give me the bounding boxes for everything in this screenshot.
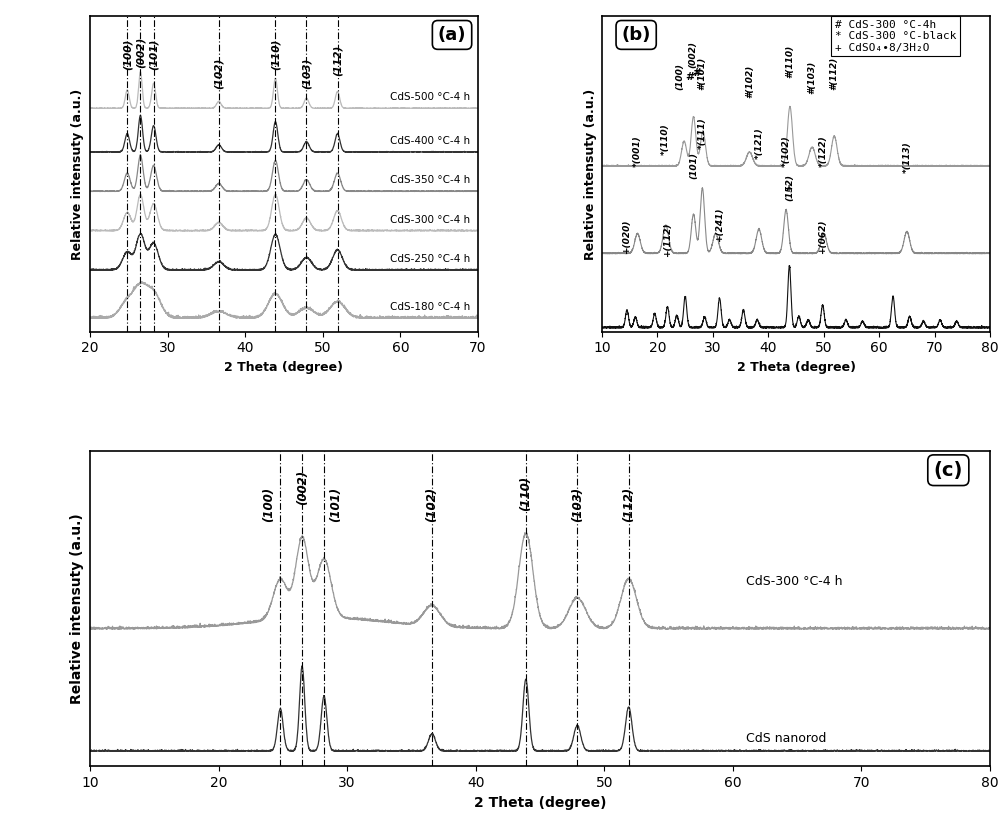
Text: (002): (002) (296, 470, 309, 505)
Text: (b): (b) (621, 26, 651, 44)
Text: (112): (112) (622, 487, 635, 522)
Text: (110): (110) (519, 476, 532, 511)
Text: (103): (103) (301, 58, 311, 88)
Text: (112): (112) (332, 45, 342, 77)
Y-axis label: Relative intensuty (a.u.): Relative intensuty (a.u.) (70, 513, 84, 705)
Text: (002): (002) (688, 41, 697, 68)
X-axis label: 2 Theta (degree): 2 Theta (degree) (737, 361, 856, 374)
Text: CdS nanorod: CdS nanorod (746, 732, 826, 745)
Text: CdS-300 °C-4 h: CdS-300 °C-4 h (746, 575, 842, 588)
Text: (100): (100) (262, 487, 275, 522)
Text: CdS-400 °C-4 h: CdS-400 °C-4 h (390, 136, 470, 146)
Text: (103): (103) (571, 487, 584, 522)
Text: *(113): *(113) (902, 142, 911, 173)
Text: (102): (102) (426, 487, 438, 522)
Text: (100): (100) (122, 39, 132, 70)
Text: #(112): #(112) (830, 56, 839, 90)
Text: (101): (101) (329, 487, 342, 522)
Text: *(110): *(110) (661, 124, 670, 156)
Text: *(102): *(102) (782, 136, 791, 167)
Text: *(111): *(111) (698, 118, 707, 149)
X-axis label: 2 Theta (degree): 2 Theta (degree) (474, 796, 606, 810)
Text: CdS-350 °C-4 h: CdS-350 °C-4 h (390, 176, 470, 185)
Text: CdS-500 °C-4 h: CdS-500 °C-4 h (390, 92, 470, 102)
Text: (101): (101) (149, 39, 159, 70)
Text: +(112): +(112) (663, 222, 672, 257)
Text: CdS-300 °C-4 h: CdS-300 °C-4 h (390, 215, 470, 225)
Text: *(001): *(001) (633, 136, 642, 167)
X-axis label: 2 Theta (degree): 2 Theta (degree) (224, 361, 343, 374)
Text: +: + (785, 184, 793, 194)
Y-axis label: Relative intensuty (a.u.): Relative intensuty (a.u.) (584, 88, 597, 260)
Text: #(102): #(102) (745, 65, 754, 98)
Text: +(241): +(241) (715, 207, 724, 241)
Text: CdS-250 °C-4 h: CdS-250 °C-4 h (390, 254, 470, 265)
Text: #(110): #(110) (785, 44, 794, 77)
Text: *(121): *(121) (754, 127, 763, 159)
Text: CdS-180 °C-4 h: CdS-180 °C-4 h (390, 302, 470, 312)
Text: (a): (a) (438, 26, 466, 44)
Text: (110): (110) (270, 39, 280, 70)
Text: +(020): +(020) (623, 219, 632, 254)
Text: #(103): #(103) (808, 61, 817, 94)
Text: #: # (693, 68, 702, 77)
Text: +(062): +(062) (818, 219, 827, 254)
Text: (152): (152) (785, 174, 794, 201)
Text: #(101): #(101) (697, 56, 706, 90)
Text: (101): (101) (689, 152, 698, 180)
Text: (002): (002) (135, 37, 145, 68)
Text: *(122): *(122) (819, 136, 828, 167)
Y-axis label: Relative intensuty (a.u.): Relative intensuty (a.u.) (71, 88, 84, 260)
Text: (100): (100) (675, 63, 684, 90)
Text: #: # (685, 73, 694, 82)
Text: (c): (c) (934, 461, 963, 480)
Text: # CdS-300 °C-4h
* CdS-300 °C-black
+ CdSO₄•8/3H₂O: # CdS-300 °C-4h * CdS-300 °C-black + CdS… (835, 20, 956, 53)
Text: (102): (102) (214, 58, 224, 89)
